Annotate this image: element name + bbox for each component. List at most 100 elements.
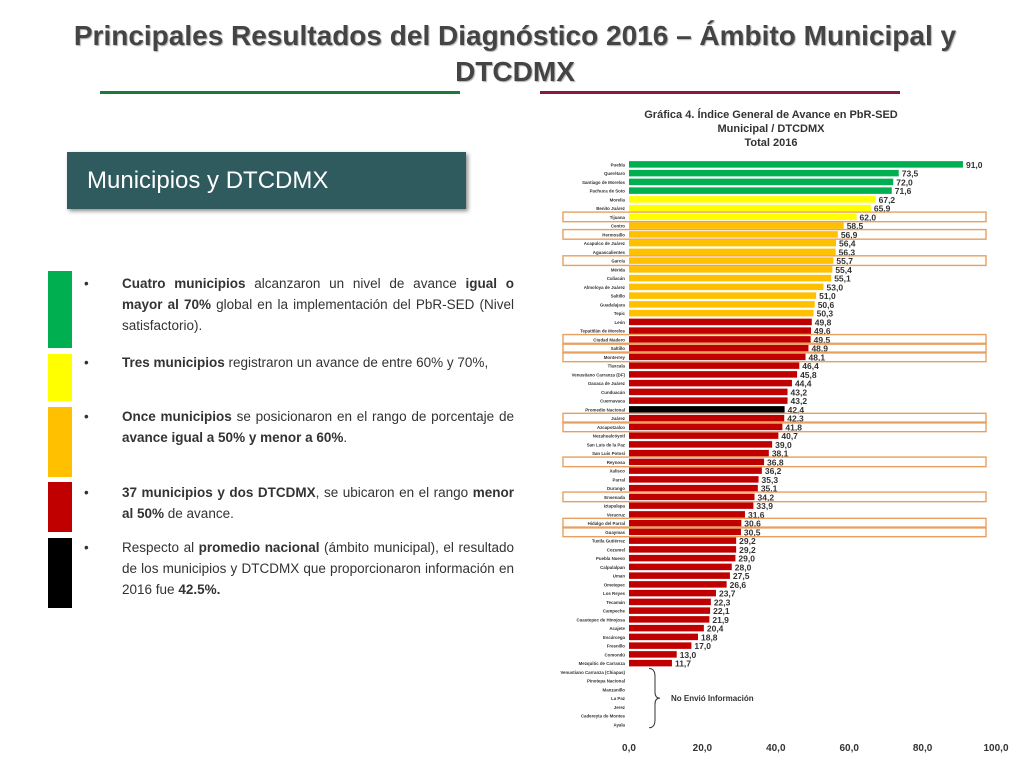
category-label: Pinotepa Nacional [587, 679, 625, 684]
category-label: Tepatitlán de Morelos [580, 329, 625, 334]
category-label: La Paz [611, 696, 626, 701]
value-label: 55,7 [836, 256, 853, 266]
category-label: Almoloya de Juárez [584, 285, 626, 290]
value-label: 34,2 [758, 492, 775, 502]
bar [629, 169, 899, 177]
slide-title: Principales Resultados del Diagnóstico 2… [73, 20, 957, 87]
value-label: 46,4 [802, 361, 819, 371]
bar [629, 353, 806, 361]
bar [629, 292, 817, 299]
value-label: 72,0 [896, 177, 913, 187]
category-label: Tijuana [610, 215, 626, 220]
category-label: Tlaxcala [608, 364, 626, 369]
bar [629, 624, 704, 632]
value-label: 29,0 [738, 554, 755, 564]
value-label: 20,4 [707, 624, 724, 634]
bullet-text: de avance. [164, 506, 234, 521]
category-label: Culiacán [607, 276, 626, 281]
bar [629, 563, 732, 571]
bar [629, 239, 836, 247]
bar [629, 379, 792, 387]
category-label: Uman [613, 574, 626, 579]
bar [629, 554, 736, 562]
bullet-dot: • [84, 409, 89, 424]
highlight-box [562, 526, 987, 538]
category-label: Hidalgo del Parral [588, 521, 625, 526]
value-label: 31,6 [748, 510, 765, 520]
bar [629, 178, 894, 186]
bullet-dot: • [84, 276, 89, 291]
bar [629, 318, 812, 326]
value-label: 36,2 [765, 466, 782, 476]
bar [629, 257, 834, 264]
bar [629, 423, 783, 431]
category-label: Centro [611, 224, 625, 229]
value-label: 62,0 [860, 212, 877, 222]
bar [629, 406, 785, 413]
value-label: 56,4 [839, 239, 856, 249]
bar [629, 204, 871, 212]
category-label: San Luis de la Paz [587, 442, 626, 447]
bar [629, 248, 836, 256]
category-label: Fresnillo [607, 644, 626, 649]
bar [629, 493, 755, 501]
bar [629, 458, 765, 466]
bar [629, 362, 800, 369]
bullet-text: alcanzaron un nivel de avance [245, 276, 466, 291]
category-label: Ometepec [604, 582, 626, 587]
value-label: 48,1 [809, 352, 826, 362]
value-label: 26,6 [730, 580, 747, 590]
value-label: 51,0 [819, 291, 836, 301]
highlight-box [562, 421, 987, 433]
category-label: Venustiano Carranza (DF) [572, 372, 626, 377]
yellow-swatch [48, 354, 72, 401]
bullet-emphasis: igual o mayor al 70% [122, 276, 514, 312]
category-label: Manzanillo [603, 687, 626, 692]
highlight-box [562, 412, 987, 424]
category-label: Comondú [605, 652, 626, 657]
bar [629, 519, 742, 527]
bullet-text: registraron un avance de entre 60% y 70%… [224, 355, 489, 370]
green-swatch [48, 271, 72, 348]
category-label: Benito Juárez [596, 206, 626, 211]
bar [629, 484, 758, 492]
value-label: 30,5 [744, 527, 761, 537]
value-label: 36,8 [767, 457, 784, 467]
bullet-text: se posicionaron en el rango de porcentaj… [231, 409, 514, 424]
bar [629, 301, 815, 308]
bar [629, 388, 788, 396]
bar [629, 607, 711, 614]
category-label: Pachuca de Soto [590, 189, 626, 194]
bar [629, 467, 762, 474]
bar [629, 274, 832, 282]
value-label: 56,3 [839, 247, 856, 257]
category-label: Cuernavaca [600, 399, 625, 404]
bar-chart: Gráfica 4. Índice General de Avance en P… [560, 108, 1009, 754]
orange-swatch [48, 407, 72, 477]
value-label: 48,9 [811, 344, 828, 354]
value-label: 21,9 [712, 615, 729, 625]
bullet-emphasis: Cuatro municipios [122, 276, 246, 291]
bullet-text: Respecto al [122, 540, 199, 555]
category-label: Promedio Nacional [585, 407, 625, 412]
value-label: 22,3 [714, 597, 731, 607]
bar [629, 309, 814, 317]
bar [629, 161, 963, 168]
bar [629, 659, 672, 667]
value-label: 28,0 [735, 562, 752, 572]
category-label: Acapulco de Juárez [584, 241, 626, 246]
value-label: 23,7 [719, 589, 736, 599]
bullet-emphasis: Once municipios [122, 409, 232, 424]
value-label: 18,8 [701, 632, 718, 642]
bar [629, 651, 677, 658]
bullet-dot: • [84, 355, 89, 370]
highlight-box [562, 333, 987, 345]
highlight-box [562, 255, 987, 267]
category-label: León [615, 320, 626, 325]
bullet-emphasis: menor al 50% [122, 485, 514, 521]
value-label: 29,2 [739, 536, 756, 546]
bar [629, 371, 798, 378]
bullet-text: , se ubicaron en el rango [315, 485, 473, 500]
bullet-emphasis: 37 municipios y dos DTCDMX [122, 485, 316, 500]
value-label: 42,3 [787, 414, 804, 424]
